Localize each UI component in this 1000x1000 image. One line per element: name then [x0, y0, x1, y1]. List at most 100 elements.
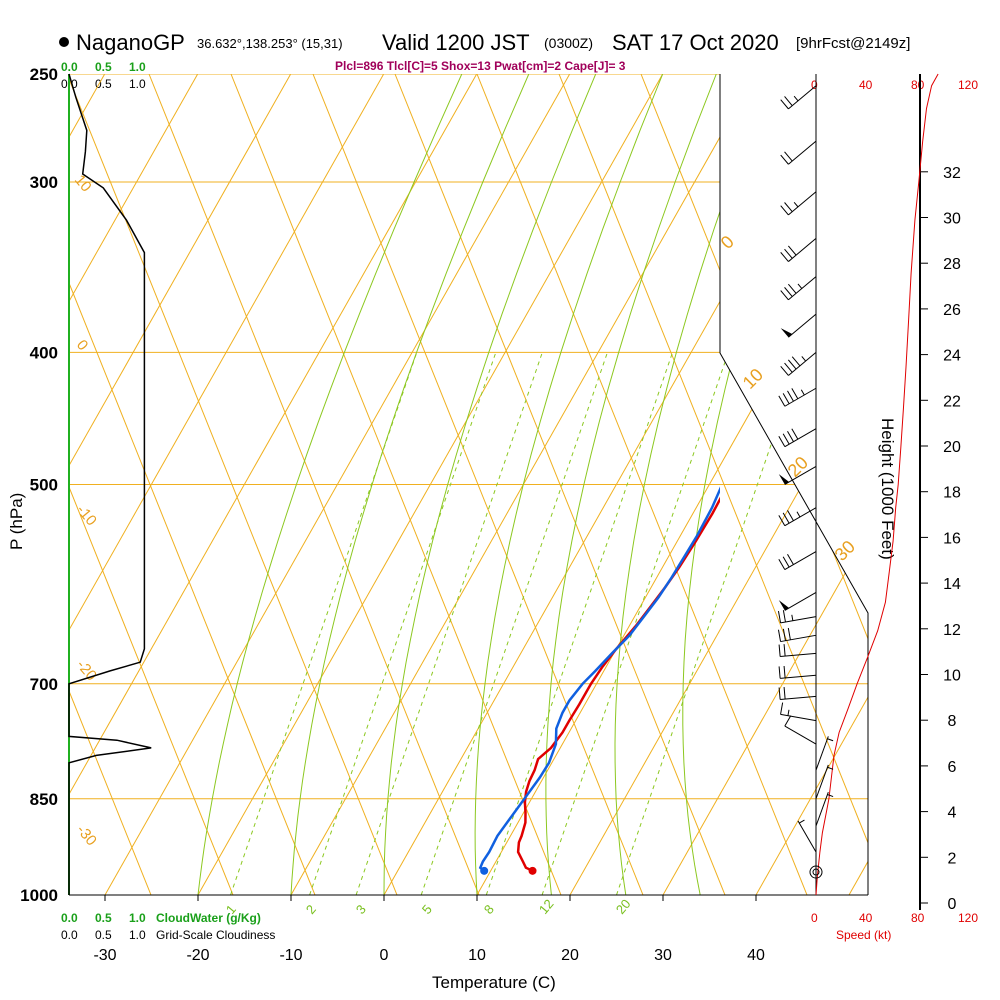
wind-barb-feather: [780, 702, 784, 715]
isotherm-line: [662, 74, 868, 895]
right-boundary: [719, 74, 869, 895]
height-tick-label: 4: [948, 805, 957, 822]
wind-barb-half-feather: [799, 819, 805, 824]
moist-adiabat-line: [614, 74, 771, 895]
wind-barb-feather: [777, 610, 782, 623]
height-tick-label: 14: [943, 576, 961, 593]
dry-adiabat-line: [69, 74, 316, 895]
diagram-grid: [69, 74, 868, 895]
wind-barb: [797, 819, 817, 853]
dry-adiabat-line: [230, 74, 562, 895]
x-tick-label: -30: [93, 947, 116, 964]
x-tick-label: 40: [747, 947, 765, 964]
speed-tick-bottom-3: 120: [958, 911, 978, 925]
speed-tick-top-2: 80: [911, 78, 925, 92]
wind-barb: [780, 85, 817, 110]
wind-barb: [778, 592, 817, 611]
wind-barb-staff: [815, 764, 829, 799]
height-tick-label: 32: [943, 165, 961, 182]
dry-adiabat-line: [69, 74, 398, 895]
cloudiness-tick-top-2: 1.0: [129, 77, 146, 91]
height-tick-label: 30: [943, 211, 961, 228]
speed-label: Speed (kt): [836, 928, 891, 942]
wind-barb: [778, 428, 817, 448]
cloudiness-line: [68, 73, 152, 895]
wind-barb-pennant: [778, 474, 790, 485]
cloudiness-tick-bottom-0: 0.0: [61, 928, 78, 942]
wind-barb-feather: [784, 151, 793, 162]
dry-adiabat-label: 10: [739, 365, 767, 393]
wind-barb-feather: [780, 99, 789, 110]
mixing-ratio-label: 2: [303, 902, 319, 917]
height-tick-label: 0: [948, 896, 957, 913]
wind-barb-staff: [784, 387, 817, 407]
moist-adiabat-line: [383, 74, 597, 895]
dry-adiabat-line: [148, 74, 480, 895]
mixing-ratio-label: 8: [481, 902, 497, 917]
p-tick-label: 850: [30, 790, 58, 809]
mixing-ratio-label: 12: [536, 896, 557, 917]
wind-barb-staff: [780, 634, 817, 643]
wind-barb-pennant: [780, 328, 793, 338]
cloudiness-profile: [68, 73, 152, 895]
wind-barb-staff: [788, 313, 817, 338]
isotherm-line: [104, 74, 571, 895]
wind-barb: [778, 551, 817, 571]
valid-time: Valid 1200 JST: [382, 30, 530, 55]
wind-barb: [777, 627, 817, 643]
wind-barb-feather: [780, 205, 789, 216]
axis-ticks: -30 -20 -10 0 10 20 30 402503004005007008501000…: [20, 65, 961, 964]
dry-adiabat-line: [69, 74, 152, 895]
wind-barb-feather: [791, 428, 799, 440]
p-tick-label: 500: [30, 476, 58, 495]
moist-adiabat-line: [197, 74, 463, 895]
y-axis-label: P (hPa): [7, 493, 26, 550]
height-tick-label: 8: [948, 713, 957, 730]
wind-barb-staff: [784, 428, 817, 448]
wind-barb-feather: [778, 515, 786, 526]
wind-barbs: [777, 85, 834, 879]
p-tick-label: 1000: [20, 886, 58, 905]
wind-barb: [777, 610, 817, 624]
wind-barb: [780, 313, 817, 338]
isotherm-line: [69, 74, 292, 895]
station-name: NaganoGP: [76, 30, 185, 55]
moist-adiabat-line: [545, 74, 717, 895]
surface-dewpoint-marker: [480, 866, 489, 875]
moist-adiabat-line: [474, 74, 664, 895]
cloudiness-tick-top-1: 0.5: [95, 77, 112, 91]
cloudwater-tick-bottom-0: 0.0: [61, 911, 78, 925]
wind-barb-feather: [780, 154, 789, 165]
wind-barb: [780, 238, 817, 262]
wind-barb-half-feather: [793, 201, 799, 208]
wind-barb-staff: [788, 276, 817, 301]
p-tick-label: 250: [30, 65, 58, 84]
wind-barb-staff: [784, 551, 817, 571]
wind-barb-half-feather: [797, 283, 803, 289]
wind-barb-feather: [780, 290, 789, 301]
cloudwater-tick-top-2: 1.0: [129, 60, 146, 74]
cloudwater-tick-top-0: 0.0: [61, 60, 78, 74]
wind-barb-feather: [782, 512, 790, 524]
wind-barb-feather: [782, 628, 786, 641]
wind-barb-feather: [778, 395, 786, 407]
dewpoint-line: [478, 486, 720, 872]
cloudwater-tick-top-1: 0.5: [95, 60, 112, 74]
x-tick-label: -10: [279, 947, 302, 964]
wind-barb-feather: [787, 553, 794, 565]
moist-adiabat-line: [290, 74, 530, 895]
isotherm-line: [848, 74, 868, 895]
wind-barb-feather: [780, 365, 789, 376]
station-dot-icon: [59, 37, 69, 47]
wind-barb-half-feather: [800, 389, 805, 396]
dry-adiabat-line: [476, 74, 808, 895]
x-tick-label: 10: [468, 947, 486, 964]
height-tick-label: 26: [943, 302, 961, 319]
cloudiness-label: Grid-Scale Cloudiness: [156, 928, 275, 942]
wind-barb-feather: [787, 390, 794, 402]
wind-barb: [778, 507, 817, 527]
p-tick-label: 700: [30, 675, 58, 694]
p-tick-label: 300: [30, 173, 58, 192]
